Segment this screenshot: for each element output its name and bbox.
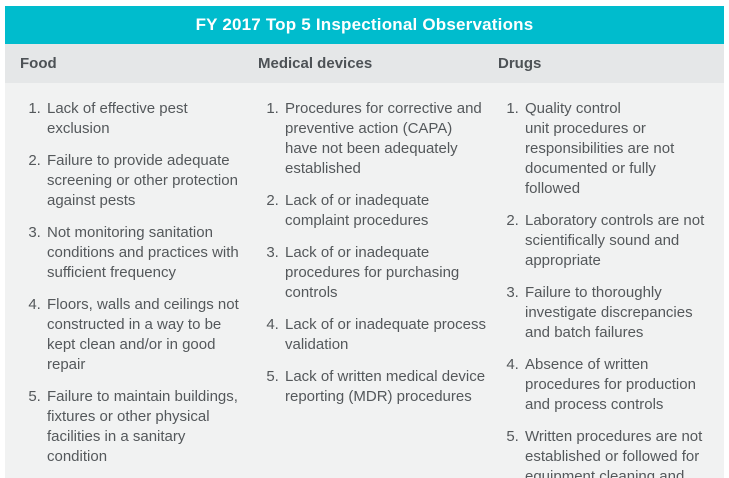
column-header-food: Food [20, 55, 57, 72]
list-item: Laboratory controls are not scientifical… [523, 211, 714, 271]
list-item: Quality control unit procedures or respo… [523, 99, 714, 199]
list-item: Procedures for corrective and preventive… [283, 99, 488, 179]
list-item: Not monitoring sanitation conditions and… [45, 223, 248, 283]
list-item: Failure to thoroughly investigate discre… [523, 283, 714, 343]
drugs-observations-list: Quality control unit procedures or respo… [498, 99, 724, 478]
list-item: Floors, walls and ceilings not construct… [45, 295, 248, 375]
list-item: Failure to maintain buildings, fixtures … [45, 387, 248, 467]
list-item: Written procedures are not established o… [523, 427, 714, 478]
table-body: Lack of effective pest exclusion Failure… [5, 83, 724, 478]
food-observations-list: Lack of effective pest exclusion Failure… [20, 99, 258, 478]
inspectional-observations-table: FY 2017 Top 5 Inspectional Observations … [5, 6, 724, 478]
medical-devices-observations-list: Procedures for corrective and preventive… [258, 99, 498, 478]
table-title-bar: FY 2017 Top 5 Inspectional Observations [5, 6, 724, 44]
list-item: Lack of or inadequate complaint procedur… [283, 191, 488, 231]
list-item: Lack of effective pest exclusion [45, 99, 248, 139]
table-title: FY 2017 Top 5 Inspectional Observations [195, 15, 534, 34]
column-header-drugs: Drugs [498, 55, 542, 72]
column-header-medical-devices: Medical devices [258, 55, 373, 72]
list-item: Lack of or inadequate process validation [283, 315, 488, 355]
list-item: Failure to provide adequate screening or… [45, 151, 248, 211]
list-item: Lack of or inadequate procedures for pur… [283, 243, 488, 303]
list-item: Lack of written medical device reporting… [283, 367, 488, 407]
list-item: Absence of written procedures for produc… [523, 355, 714, 415]
column-header-row: Food Medical devices Drugs [5, 44, 724, 83]
